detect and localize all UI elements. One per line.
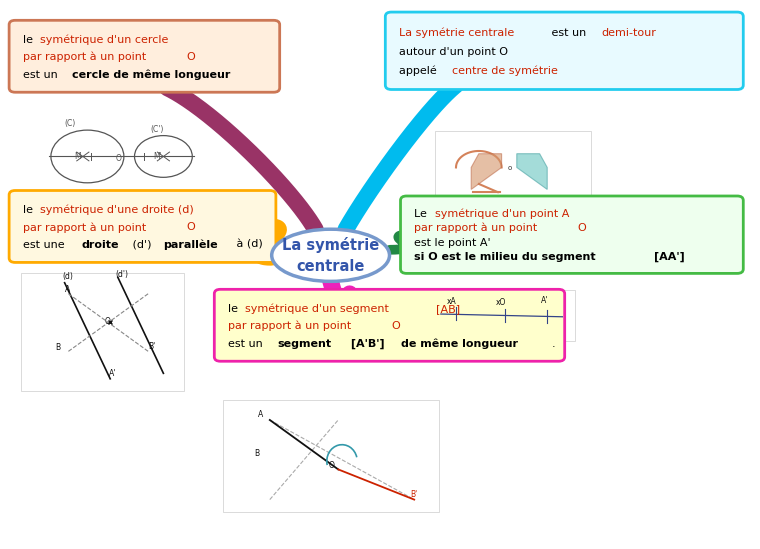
FancyBboxPatch shape [223, 400, 439, 512]
Text: cercle de même longueur: cercle de même longueur [72, 69, 230, 80]
Text: symétrique d'un cercle: symétrique d'un cercle [40, 35, 169, 45]
Text: par rapport à un point: par rapport à un point [228, 321, 355, 332]
Text: droite: droite [81, 240, 119, 250]
Text: .: . [552, 339, 556, 349]
Text: B: B [255, 449, 260, 458]
Text: M: M [74, 152, 81, 161]
Text: autour d'un point O: autour d'un point O [399, 47, 508, 57]
Text: (d): (d) [62, 272, 73, 281]
FancyBboxPatch shape [214, 289, 565, 361]
Text: O: O [578, 223, 587, 233]
Text: O: O [116, 154, 122, 163]
FancyBboxPatch shape [9, 191, 276, 262]
Text: est un: est un [228, 339, 266, 349]
Text: le: le [23, 205, 36, 215]
Text: A: A [65, 284, 71, 294]
Polygon shape [517, 154, 547, 189]
FancyBboxPatch shape [435, 131, 591, 204]
Text: Le: Le [414, 209, 431, 219]
Text: (d'): (d') [129, 240, 155, 250]
Text: B: B [55, 343, 61, 352]
Text: A': A' [541, 296, 549, 305]
Ellipse shape [272, 229, 389, 281]
Text: appelé: appelé [399, 66, 440, 76]
Text: à (d): à (d) [233, 240, 263, 250]
Text: symétrique d'un segment: symétrique d'un segment [245, 304, 393, 314]
Text: symétrique d'une droite (d): symétrique d'une droite (d) [40, 205, 194, 215]
Text: est le point A': est le point A' [414, 238, 491, 248]
Text: (C'): (C') [150, 125, 164, 134]
Text: A: A [258, 410, 264, 419]
Text: (C): (C) [65, 119, 76, 128]
FancyBboxPatch shape [9, 20, 280, 92]
Text: o: o [508, 165, 512, 171]
FancyBboxPatch shape [21, 273, 184, 391]
Text: M': M' [154, 152, 163, 161]
Text: A': A' [109, 368, 116, 378]
Text: O: O [186, 52, 195, 62]
FancyBboxPatch shape [428, 290, 575, 341]
Text: segment: segment [277, 339, 331, 349]
Text: par rapport à un point: par rapport à un point [414, 223, 541, 233]
Text: si O est le milieu du segment: si O est le milieu du segment [414, 252, 600, 262]
Text: La symétrie
centrale: La symétrie centrale [282, 237, 379, 274]
Text: B': B' [410, 490, 418, 499]
Text: (d'): (d') [116, 270, 128, 279]
Text: O: O [186, 222, 195, 232]
Text: le: le [23, 35, 36, 45]
Text: O: O [391, 321, 401, 331]
Text: [AA']: [AA'] [654, 252, 684, 262]
Text: symétrique d'un point A: symétrique d'un point A [435, 209, 570, 219]
Text: centre de symétrie: centre de symétrie [452, 66, 558, 76]
Text: O: O [105, 317, 111, 327]
Text: est un: est un [23, 70, 61, 80]
Text: [A'B']: [A'B'] [347, 338, 388, 349]
Text: parallèle: parallèle [163, 239, 217, 250]
Text: demi-tour: demi-tour [602, 27, 657, 37]
Text: le: le [228, 304, 242, 314]
Text: B': B' [148, 342, 156, 351]
Text: est un: est un [548, 27, 590, 37]
Text: par rapport à un point: par rapport à un point [23, 52, 150, 63]
Text: O: O [329, 461, 335, 470]
Text: est une: est une [23, 240, 68, 250]
Text: La symétrie centrale: La symétrie centrale [399, 27, 515, 38]
FancyBboxPatch shape [401, 196, 743, 273]
Text: de même longueur: de même longueur [401, 338, 518, 349]
Text: par rapport à un point: par rapport à un point [23, 222, 150, 233]
Text: [AB]: [AB] [435, 304, 460, 314]
Polygon shape [471, 154, 502, 189]
Text: xO: xO [496, 298, 506, 307]
FancyBboxPatch shape [385, 12, 743, 89]
Text: xA: xA [447, 297, 457, 306]
